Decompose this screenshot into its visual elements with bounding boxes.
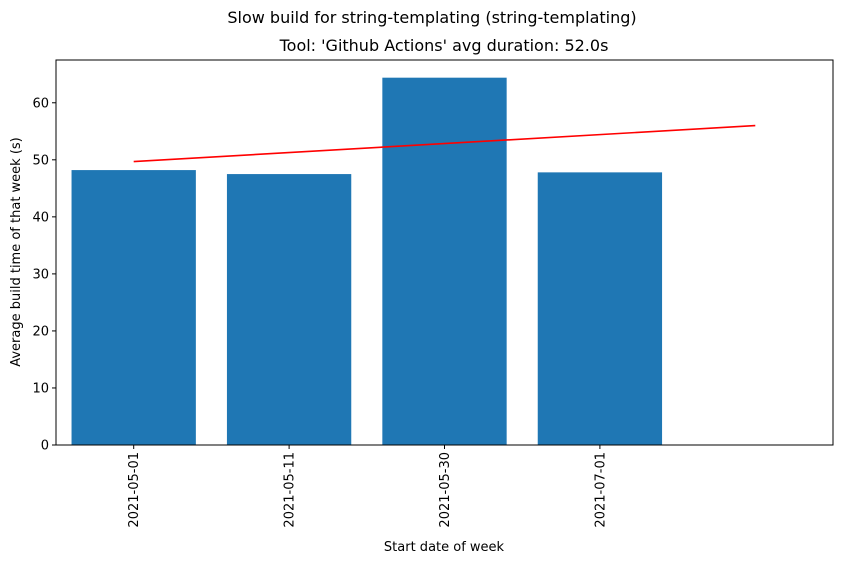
y-tick-label: 60 [32,96,49,111]
y-axis-label: Average build time of that week (s) [9,137,24,367]
bar-2021-05-30 [382,77,507,445]
x-tick-label: 2021-05-11 [283,452,298,528]
y-tick-label: 50 [32,153,49,168]
chart-title: Tool: 'Github Actions' avg duration: 52.… [279,36,609,55]
x-tick-label: 2021-05-01 [127,452,142,528]
bar-2021-05-11 [226,174,352,445]
x-axis-label: Start date of week [384,540,505,555]
x-tick-label: 2021-05-30 [438,452,453,528]
x-axis: 2021-05-01 2021-05-11 2021-05-30 2021-07-01 [127,445,608,528]
x-tick-label: 2021-07-01 [593,452,608,528]
bars-group [71,77,663,445]
y-tick-label: 10 [32,381,49,396]
bar-2021-07-01 [537,172,663,445]
chart-suptitle: Slow build for string-templating (string… [227,8,636,27]
bar-2021-05-01 [71,170,196,445]
trend-group [133,124,756,163]
y-tick-label: 40 [32,210,49,225]
y-tick-label: 20 [32,324,49,339]
y-tick-label: 30 [32,267,49,282]
trend-line [133,124,756,163]
y-tick-label: 0 [41,439,49,454]
y-axis: 0 10 20 30 40 50 60 [32,96,56,454]
